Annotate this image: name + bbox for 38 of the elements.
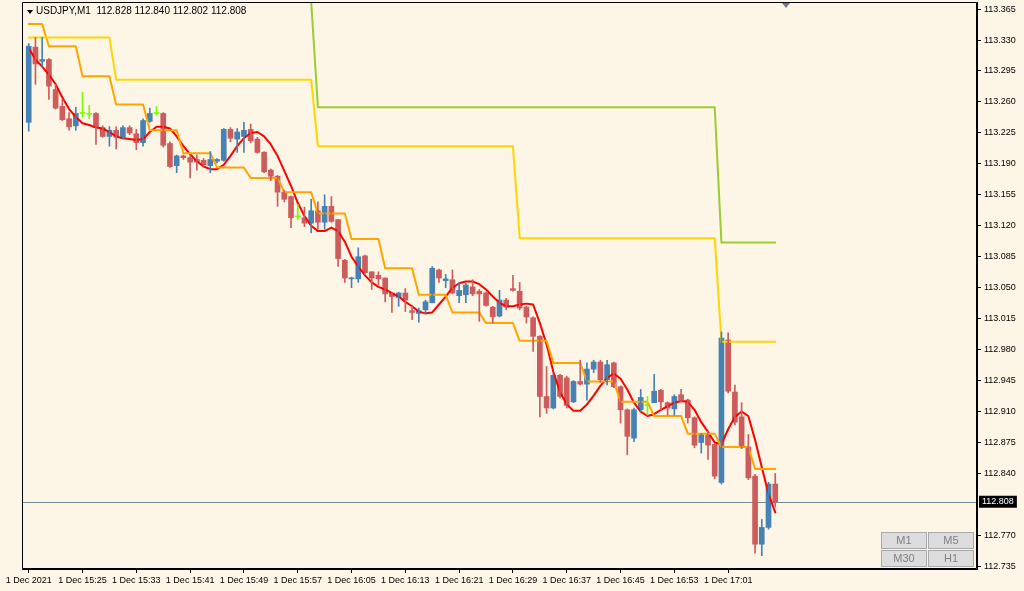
chart-title: USDJPY,M1 112.828 112.840 112.802 112.808 (36, 5, 247, 17)
y-tick-label: 113.015 (984, 313, 1016, 324)
x-tick-label: 1 Dec 16:45 (596, 574, 645, 585)
x-tick-label: 1 Dec 15:25 (58, 574, 107, 585)
x-tick-label: 1 Dec 15:33 (112, 574, 161, 585)
x-tick-label: 1 Dec 15:57 (273, 574, 323, 585)
y-tick-label: 113.120 (984, 220, 1016, 231)
x-tick-label: 1 Dec 17:01 (703, 574, 753, 585)
x-tick-label: 1 Dec 2021 (5, 574, 52, 585)
y-tick-label: 113.155 (984, 189, 1016, 200)
button[interactable]: H1 (928, 550, 974, 567)
y-tick-label: 113.050 (984, 282, 1016, 293)
x-tick-label: 1 Dec 16:37 (542, 574, 592, 585)
x-tick-label: 1 Dec 16:29 (488, 574, 538, 585)
y-tick-label: 112.840 (984, 467, 1016, 478)
y-tick-label: 113.330 (984, 34, 1016, 45)
y-tick-label: 113.085 (984, 251, 1016, 262)
y-tick-label: 112.875 (984, 436, 1016, 447)
y-tick-label: 113.190 (984, 158, 1016, 169)
y-tick-label: 112.770 (984, 529, 1016, 540)
button[interactable]: M5 (928, 532, 974, 549)
button[interactable]: M30 (881, 550, 927, 567)
y-tick-label: 113.295 (984, 65, 1016, 76)
x-tick-label: 1 Dec 16:05 (327, 574, 376, 585)
x-tick-label: 1 Dec 15:41 (165, 574, 215, 585)
x-tick-label: 1 Dec 16:21 (434, 574, 484, 585)
x-tick-label: 1 Dec 16:53 (650, 574, 699, 585)
y-tick-label: 113.260 (984, 96, 1016, 107)
x-tick-label: 1 Dec 15:49 (219, 574, 269, 585)
y-tick-label: 113.365 (984, 3, 1016, 14)
y-tick-label: 112.945 (984, 375, 1016, 386)
ref-line-label: 112.808 (982, 496, 1014, 507)
x-tick-label: 1 Dec 16:13 (381, 574, 430, 585)
y-tick-label: 112.980 (984, 344, 1016, 355)
button[interactable]: M1 (881, 532, 927, 549)
y-tick-label: 113.225 (984, 127, 1016, 138)
y-tick-label: 112.735 (984, 560, 1016, 571)
y-tick-label: 112.910 (984, 406, 1016, 417)
